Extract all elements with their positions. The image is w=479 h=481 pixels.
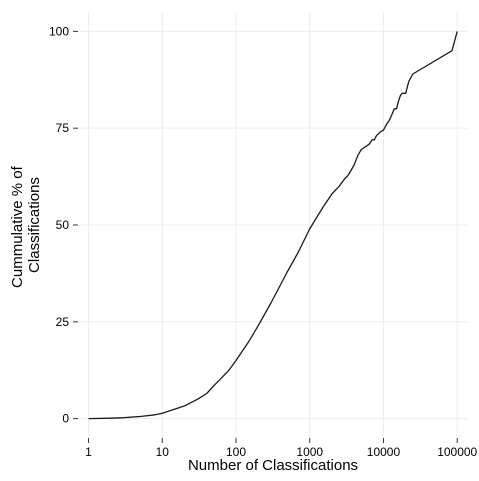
x-tick-label: 1000 bbox=[296, 445, 323, 459]
y-tick-label: 50 bbox=[56, 218, 70, 232]
x-tick-label: 100 bbox=[226, 445, 246, 459]
x-tick-label: 1 bbox=[85, 445, 92, 459]
series-layer bbox=[88, 31, 458, 420]
x-tick-label: 100000 bbox=[437, 445, 477, 459]
y-axis-title-line-2: Classifications bbox=[26, 177, 43, 273]
y-tick-label: 100 bbox=[49, 24, 69, 38]
y-tick-label: 0 bbox=[62, 412, 69, 426]
y-axis-title: Cummulative % of Classifications bbox=[9, 162, 43, 288]
y-tick-label: 75 bbox=[56, 121, 70, 135]
tick-layer: 1 10 100 1000 10000 100000 0 25 50 75 100 bbox=[49, 24, 478, 459]
x-tick-label: 10000 bbox=[367, 445, 401, 459]
y-axis-title-line-1: Cummulative % of bbox=[9, 165, 26, 288]
cumulative-line bbox=[88, 31, 458, 420]
x-axis-title: Number of Classifications bbox=[188, 457, 358, 474]
y-tick-label: 25 bbox=[56, 315, 70, 329]
grid-layer bbox=[78, 12, 468, 438]
x-tick-label: 10 bbox=[156, 445, 170, 459]
